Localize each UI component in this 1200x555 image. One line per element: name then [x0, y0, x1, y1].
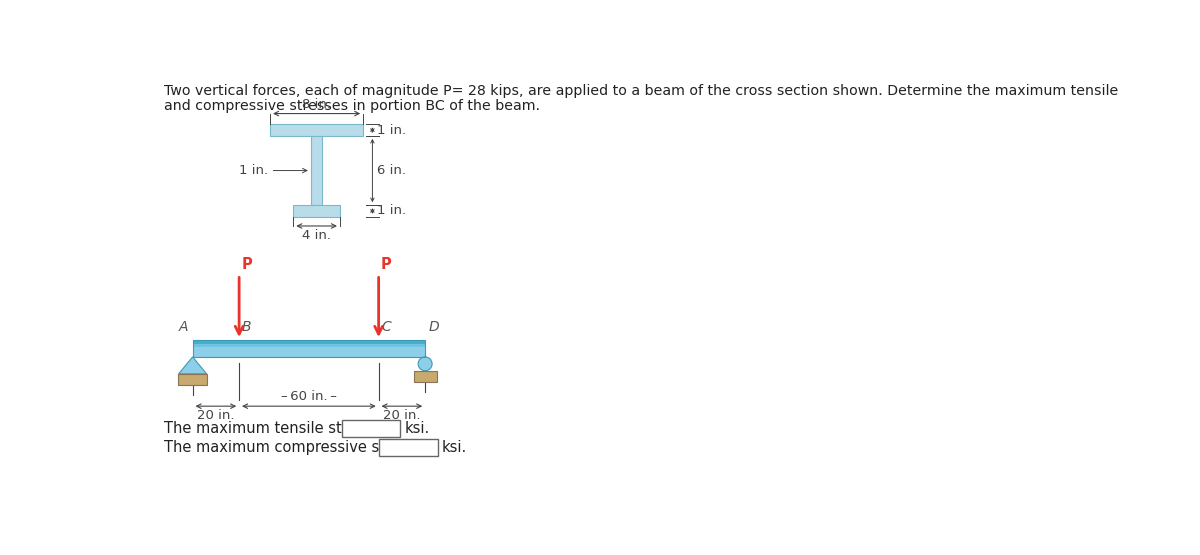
- FancyBboxPatch shape: [178, 374, 208, 385]
- FancyBboxPatch shape: [311, 136, 323, 205]
- Polygon shape: [179, 357, 206, 374]
- Text: ksi.: ksi.: [404, 421, 430, 436]
- Text: D: D: [430, 320, 439, 334]
- Text: P: P: [380, 257, 391, 272]
- Text: – 60 in. –: – 60 in. –: [281, 390, 337, 403]
- Text: B: B: [241, 320, 251, 334]
- Text: A: A: [179, 320, 188, 334]
- Text: 1 in.: 1 in.: [377, 124, 407, 137]
- Text: 1 in.: 1 in.: [377, 204, 407, 218]
- Circle shape: [418, 357, 432, 371]
- Text: The maximum tensile stress is: The maximum tensile stress is: [164, 421, 389, 436]
- Text: P: P: [241, 257, 252, 272]
- Text: and compressive stresses in portion BC of the beam.: and compressive stresses in portion BC o…: [164, 99, 540, 113]
- Text: 20 in.: 20 in.: [383, 409, 421, 422]
- Text: Two vertical forces, each of magnitude P= 28 kips, are applied to a beam of the : Two vertical forces, each of magnitude P…: [164, 84, 1118, 98]
- FancyBboxPatch shape: [342, 420, 401, 437]
- FancyBboxPatch shape: [193, 340, 425, 357]
- Text: 4 in.: 4 in.: [302, 229, 331, 242]
- FancyBboxPatch shape: [293, 205, 340, 217]
- Text: 20 in.: 20 in.: [197, 409, 235, 422]
- FancyBboxPatch shape: [270, 124, 364, 136]
- Text: C: C: [380, 320, 391, 334]
- FancyBboxPatch shape: [193, 340, 425, 344]
- Text: 1 in.: 1 in.: [239, 164, 268, 177]
- Text: The maximum compressive stress is: The maximum compressive stress is: [164, 440, 432, 455]
- FancyBboxPatch shape: [379, 439, 438, 456]
- FancyBboxPatch shape: [414, 371, 437, 381]
- Text: 8 in.: 8 in.: [302, 98, 331, 111]
- Text: 6 in.: 6 in.: [377, 164, 406, 177]
- FancyBboxPatch shape: [193, 344, 425, 347]
- Text: ksi.: ksi.: [442, 440, 467, 455]
